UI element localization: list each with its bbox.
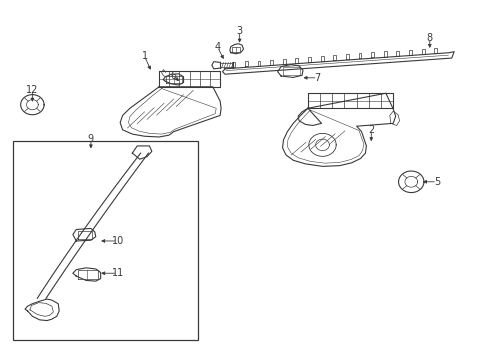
Text: 5: 5	[433, 177, 439, 187]
Text: 11: 11	[111, 268, 123, 278]
Text: 6: 6	[170, 71, 177, 81]
Text: 2: 2	[367, 125, 374, 135]
Text: 1: 1	[141, 51, 147, 61]
Text: 12: 12	[26, 85, 39, 95]
Text: 8: 8	[426, 33, 432, 43]
Text: 7: 7	[314, 73, 320, 83]
Text: 10: 10	[111, 236, 123, 246]
Bar	[13, 140, 198, 339]
Text: 4: 4	[214, 42, 220, 52]
Text: 9: 9	[88, 134, 94, 144]
Text: 3: 3	[236, 26, 242, 36]
